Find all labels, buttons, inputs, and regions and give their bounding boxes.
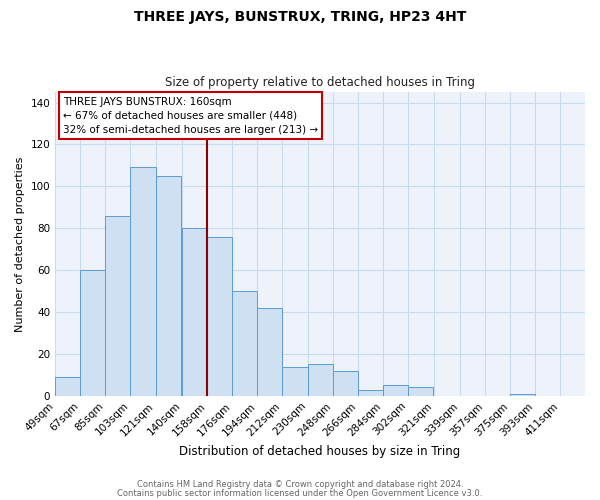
- Bar: [130, 168, 155, 396]
- Text: Contains public sector information licensed under the Open Government Licence v3: Contains public sector information licen…: [118, 489, 482, 498]
- Text: Contains HM Land Registry data © Crown copyright and database right 2024.: Contains HM Land Registry data © Crown c…: [137, 480, 463, 489]
- Bar: [383, 386, 408, 396]
- Bar: [308, 364, 332, 396]
- Bar: [257, 308, 283, 396]
- Bar: [80, 270, 106, 396]
- Bar: [510, 394, 535, 396]
- Bar: [332, 370, 358, 396]
- Bar: [358, 390, 383, 396]
- Bar: [283, 366, 308, 396]
- Y-axis label: Number of detached properties: Number of detached properties: [15, 156, 25, 332]
- Bar: [408, 388, 433, 396]
- Bar: [232, 291, 257, 396]
- Bar: [155, 176, 181, 396]
- Bar: [207, 236, 232, 396]
- Title: Size of property relative to detached houses in Tring: Size of property relative to detached ho…: [165, 76, 475, 90]
- Bar: [106, 216, 130, 396]
- X-axis label: Distribution of detached houses by size in Tring: Distribution of detached houses by size …: [179, 444, 461, 458]
- Bar: [182, 228, 207, 396]
- Text: THREE JAYS BUNSTRUX: 160sqm
← 67% of detached houses are smaller (448)
32% of se: THREE JAYS BUNSTRUX: 160sqm ← 67% of det…: [63, 96, 318, 134]
- Text: THREE JAYS, BUNSTRUX, TRING, HP23 4HT: THREE JAYS, BUNSTRUX, TRING, HP23 4HT: [134, 10, 466, 24]
- Bar: [55, 377, 80, 396]
